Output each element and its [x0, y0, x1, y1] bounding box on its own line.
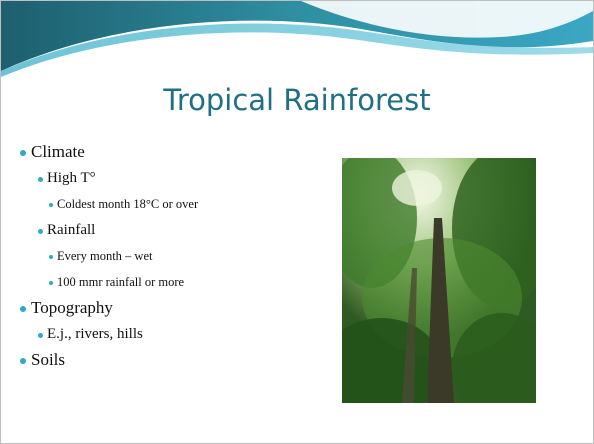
- bullet-text: Soils: [31, 350, 65, 370]
- slide-title: Tropical Rainforest: [1, 83, 593, 117]
- rainforest-photo: [342, 158, 536, 403]
- bullet-text: Topography: [31, 298, 113, 318]
- bullet-text: High T°: [47, 170, 96, 187]
- bullet-text: Every month – wet: [57, 249, 152, 264]
- bullet-text: 100 mmr rainfall or more: [57, 275, 184, 290]
- bullet-dot: [20, 150, 26, 156]
- bullet-dot: [38, 229, 43, 234]
- bullet-dot: [49, 255, 53, 259]
- bullet-dot: [38, 333, 43, 338]
- bullet-dot: [49, 203, 53, 207]
- bullet-text: Climate: [31, 142, 85, 162]
- bullet-dot: [20, 306, 26, 312]
- bullet-text: Rainfall: [47, 222, 95, 239]
- bullet-text: Coldest month 18°C or over: [57, 197, 198, 212]
- header-wave: [1, 1, 593, 81]
- bullet-dot: [20, 358, 26, 364]
- slide: Tropical Rainforest Climate High T° Coldes…: [0, 0, 594, 444]
- bullet-text: E.j., rivers, hills: [47, 326, 143, 343]
- bullet-dot: [49, 281, 53, 285]
- bullet-dot: [38, 177, 43, 182]
